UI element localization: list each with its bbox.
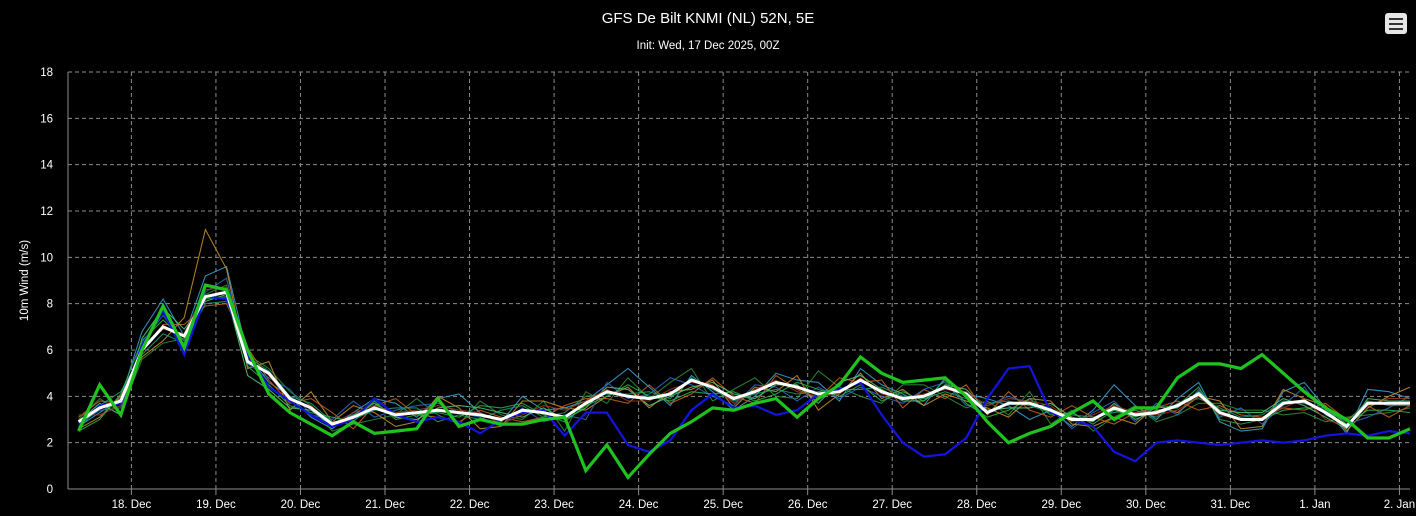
ensemble-mean-line: [77, 290, 1410, 429]
y-tick-label: 12: [40, 206, 53, 218]
y-tick-label: 6: [47, 345, 53, 357]
x-tick-label: 30. Dec: [1126, 499, 1166, 511]
chart-title: GFS De Bilt KNMI (NL) 52N, 5E: [601, 10, 815, 27]
y-tick-label: 10: [40, 252, 53, 264]
x-tick-label: 31. Dec: [1211, 499, 1251, 511]
x-tick-label: 29. Dec: [1041, 499, 1081, 511]
ensemble-member-line: [78, 284, 1411, 433]
x-tick-label: 25. Dec: [703, 499, 743, 511]
y-tick-label: 8: [47, 299, 53, 311]
ensemble-member-line: [78, 293, 1410, 430]
x-tick-label: 27. Dec: [872, 499, 912, 511]
x-tick-label: 22. Dec: [450, 499, 490, 511]
x-tick-label: 19. Dec: [196, 499, 236, 511]
chart-subtitle: Init: Wed, 17 Dec 2025, 00Z: [636, 40, 780, 52]
x-tick-label: 28. Dec: [957, 499, 997, 511]
y-tick-label: 14: [40, 160, 53, 172]
control-run-line: [77, 283, 1411, 481]
y-tick-label: 2: [47, 438, 53, 450]
x-tick-label: 24. Dec: [619, 499, 659, 511]
y-axis-label: 10m Wind (m/s): [19, 240, 31, 321]
x-tick-label: 23. Dec: [534, 499, 574, 511]
x-tick-label: 21. Dec: [365, 499, 405, 511]
y-tick-label: 4: [47, 391, 54, 403]
ensemble-member-line: [78, 303, 1411, 430]
y-tick-label: 18: [40, 67, 53, 79]
x-tick-label: 18. Dec: [112, 499, 152, 511]
x-tick-label: 2. Jan: [1384, 499, 1415, 511]
y-tick-label: 0: [47, 484, 53, 496]
x-tick-label: 26. Dec: [788, 499, 828, 511]
x-tick-label: 1. Jan: [1299, 499, 1330, 511]
x-tick-label: 20. Dec: [281, 499, 321, 511]
hamburger-menu-icon[interactable]: [1385, 13, 1407, 34]
y-tick-label: 16: [40, 113, 53, 125]
